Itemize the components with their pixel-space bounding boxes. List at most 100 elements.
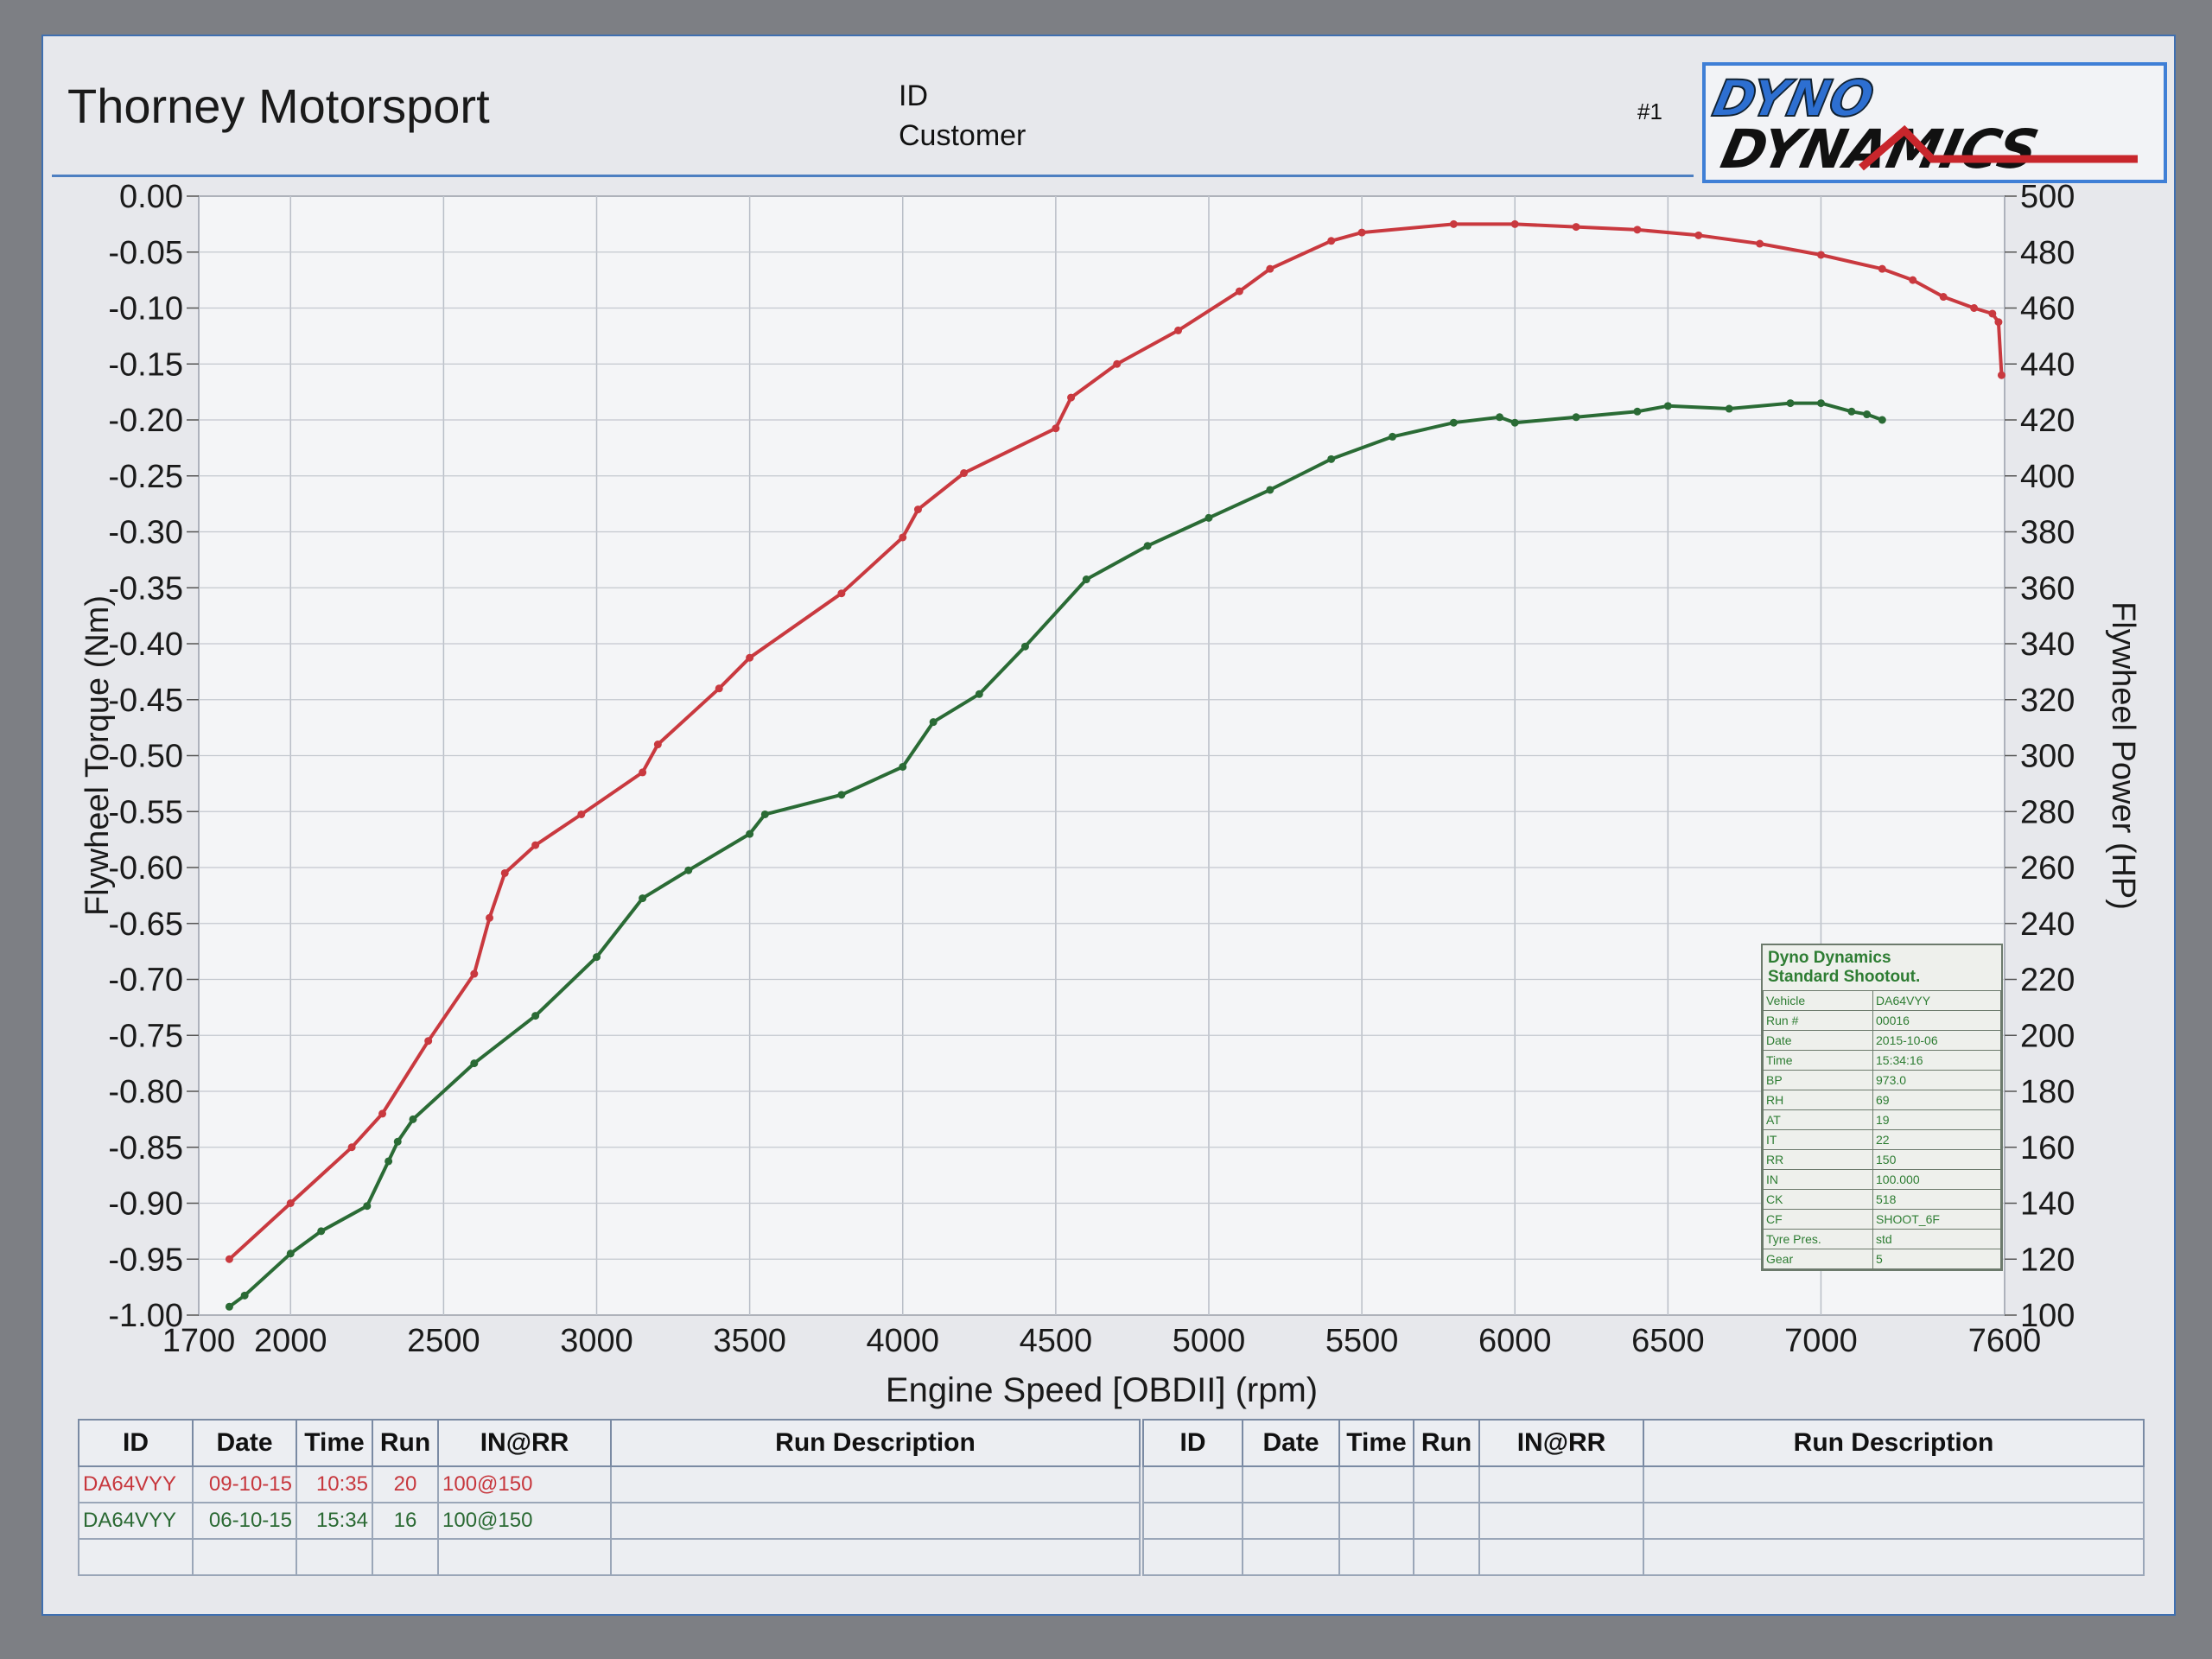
runs-table-cell <box>1643 1465 2145 1503</box>
y-tick-label-right: 220 <box>2020 963 2075 999</box>
y-tick-label-right: 280 <box>2020 794 2075 830</box>
info-row: Run #00016 <box>1763 1010 2001 1031</box>
runs-table-header: IN@RR <box>437 1419 612 1467</box>
data-point <box>1994 318 2003 327</box>
data-point <box>1997 371 2005 379</box>
runs-table-cell <box>610 1465 1141 1503</box>
info-row: Date 2015-10-06 <box>1763 1030 2001 1051</box>
info-value: 19 <box>1872 1109 2001 1130</box>
data-point <box>1143 542 1152 550</box>
data-point <box>1205 513 1213 522</box>
y-tick-label-right: 420 <box>2020 403 2075 439</box>
runs-table-cell <box>1142 1465 1243 1503</box>
data-point <box>240 1291 249 1300</box>
info-row: Tyre Pres. std <box>1763 1229 2001 1249</box>
y-tick-label-left: -0.40 <box>108 626 183 663</box>
runs-table-cell <box>1242 1465 1340 1503</box>
data-point <box>1235 287 1243 296</box>
data-point <box>347 1143 356 1152</box>
y-tick-label-right: 260 <box>2020 850 2075 887</box>
y-tick-label-right: 180 <box>2020 1074 2075 1110</box>
info-key: Run # <box>1763 1010 1873 1031</box>
runs-table-left: ID Date Time Run IN@RR Run Description DA64VY… <box>78 1419 1141 1576</box>
data-point <box>486 913 494 922</box>
info-value: std <box>1872 1229 2001 1249</box>
runs-table-row[interactable]: DA64VYY 06-10-15 15:34 16 100@150 <box>78 1502 1141 1540</box>
runs-table-row-empty[interactable] <box>1142 1502 2145 1540</box>
runs-table-area: ID Date Time Run IN@RR Run Description DA64VY… <box>78 1419 2145 1576</box>
data-point <box>639 894 647 903</box>
data-point <box>746 830 754 838</box>
data-point <box>1863 410 1872 419</box>
runs-table-cell: DA64VYY <box>78 1502 194 1540</box>
runs-table-header: Time <box>296 1419 373 1467</box>
x-tick-label: 3000 <box>560 1323 633 1359</box>
data-point <box>1266 486 1274 494</box>
runs-table-row[interactable] <box>78 1538 1141 1576</box>
runs-table-row[interactable]: DA64VYY 09-10-15 10:35 20 100@150 <box>78 1465 1141 1503</box>
x-tick-label: 7600 <box>1968 1323 2042 1359</box>
info-row: Time 15:34:16 <box>1763 1050 2001 1071</box>
data-point <box>1572 413 1580 422</box>
data-point <box>715 684 723 693</box>
data-point <box>1449 418 1458 427</box>
data-point <box>470 969 479 978</box>
data-point <box>1389 432 1397 441</box>
info-row: RR 150 <box>1763 1149 2001 1170</box>
info-value: 973.0 <box>1872 1070 2001 1090</box>
info-key: CK <box>1763 1189 1873 1210</box>
runs-table-cell: 20 <box>372 1465 439 1503</box>
y-tick-label-left: -0.30 <box>108 515 183 551</box>
x-tick-label: 5000 <box>1173 1323 1246 1359</box>
info-key: BP <box>1763 1070 1873 1090</box>
y-tick-label-right: 200 <box>2020 1018 2075 1054</box>
y-tick-label-right: 500 <box>2020 179 2075 215</box>
runs-table-cell <box>1478 1538 1644 1576</box>
y-tick-label-right: 340 <box>2020 626 2075 663</box>
runs-table-row-empty[interactable] <box>1142 1538 2145 1576</box>
runs-table-cell <box>1338 1502 1414 1540</box>
data-point <box>1327 454 1336 463</box>
info-key: CF <box>1763 1209 1873 1230</box>
y-tick-label-left: -0.80 <box>108 1074 183 1110</box>
y-tick-label-left: -0.95 <box>108 1242 183 1278</box>
runs-table-cell: 15:34 <box>296 1502 373 1540</box>
x-tick-label: 6000 <box>1478 1323 1552 1359</box>
y-tick-label-left: -0.65 <box>108 906 183 943</box>
info-value: DA64VYY <box>1872 990 2001 1011</box>
data-point <box>317 1227 326 1236</box>
data-point <box>1633 226 1642 234</box>
x-tick-label: 4500 <box>1020 1323 1093 1359</box>
y-tick-label-right: 480 <box>2020 235 2075 271</box>
runs-table-cell <box>1142 1538 1243 1576</box>
y-tick-label-left: -0.20 <box>108 403 183 439</box>
info-row: RH 69 <box>1763 1090 2001 1110</box>
runs-table-cell <box>192 1538 297 1576</box>
runs-table-cell <box>372 1538 439 1576</box>
runs-table-cell: DA64VYY <box>78 1465 194 1503</box>
y-tick-label-left: -0.35 <box>108 570 183 607</box>
runs-table-header: Time <box>1338 1419 1414 1467</box>
data-point <box>1510 418 1519 427</box>
runs-table-header: Run <box>1413 1419 1480 1467</box>
data-point <box>593 953 601 962</box>
shootout-info-box: Dyno Dynamics Standard Shootout. Vehicle… <box>1761 944 2003 1271</box>
x-axis-title: Engine Speed [OBDII] (rpm) <box>886 1371 1318 1409</box>
y-tick-label-left: -0.45 <box>108 683 183 719</box>
y-tick-label-right: 240 <box>2020 906 2075 943</box>
runs-table-row-empty[interactable] <box>1142 1465 2145 1503</box>
data-point <box>531 841 540 849</box>
x-tick-label: 2500 <box>407 1323 480 1359</box>
data-point <box>899 533 907 542</box>
y-tick-label-right: 140 <box>2020 1186 2075 1223</box>
data-point <box>225 1255 233 1263</box>
runs-table-header: ID <box>1142 1419 1243 1467</box>
data-point <box>960 469 969 478</box>
runs-table-cell <box>296 1538 373 1576</box>
data-point <box>639 768 647 777</box>
x-tick-label: 3500 <box>713 1323 786 1359</box>
y-tick-label-right: 380 <box>2020 515 2075 551</box>
runs-table-cell <box>1643 1502 2145 1540</box>
data-point <box>225 1302 233 1311</box>
runs-table-cell <box>1643 1538 2145 1576</box>
